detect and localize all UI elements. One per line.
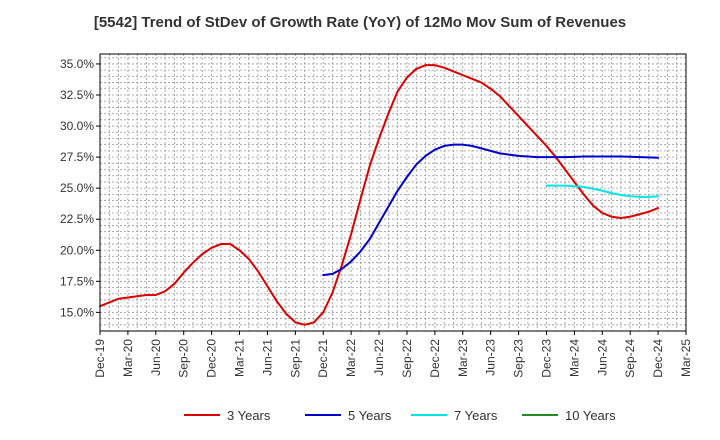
- chart-title: [5542] Trend of StDev of Growth Rate (Yo…: [93, 14, 627, 31]
- y-tick-label: 27.5%: [60, 150, 94, 164]
- legend-label: 10 Years: [565, 408, 616, 423]
- x-tick-label: Mar-20: [121, 339, 135, 377]
- y-tick-label: 17.5%: [60, 274, 94, 288]
- x-tick-label: Dec-24: [651, 339, 665, 378]
- x-tick-label: Mar-23: [456, 339, 470, 377]
- x-tick-label: Mar-24: [567, 339, 581, 377]
- series-lines: [99, 64, 660, 326]
- legend-label: 7 Years: [454, 408, 498, 423]
- x-tick-label: Dec-19: [93, 339, 107, 378]
- x-tick-label: Sep-20: [177, 339, 191, 378]
- plot-frame: [99, 53, 687, 332]
- grid: [100, 54, 686, 331]
- y-tick-label: 30.0%: [60, 119, 94, 133]
- x-axis-ticks: Dec-19 Mar-20 Jun-20 Sep-20 Dec-20 Mar-21 Jun-…: [93, 331, 693, 378]
- series-line-5-years: [322, 143, 660, 277]
- x-tick-label: Jun-23: [484, 339, 498, 376]
- y-axis-ticks: 15.0% 17.5% 20.0% 22.5% 25.0% 27.5% 30.0% 32.5%…: [60, 57, 100, 319]
- x-tick-label: Dec-22: [428, 339, 442, 378]
- y-tick-label: 32.5%: [60, 88, 94, 102]
- series-line-3-years: [99, 64, 660, 326]
- x-tick-label: Dec-23: [539, 339, 553, 378]
- legend-label: 5 Years: [348, 408, 392, 423]
- x-tick-label: Mar-22: [344, 339, 358, 377]
- x-tick-label: Sep-21: [288, 339, 302, 378]
- y-tick-label: 22.5%: [60, 212, 94, 226]
- x-tick-label: Dec-21: [316, 339, 330, 378]
- legend: 3 Years 5 Years 7 Years 10 Years: [184, 408, 616, 423]
- x-tick-label: Jun-24: [595, 339, 609, 376]
- x-tick-label: Jun-21: [260, 339, 274, 376]
- x-tick-label: Jun-20: [149, 339, 163, 376]
- x-tick-label: Sep-24: [623, 339, 637, 378]
- legend-label: 3 Years: [227, 408, 271, 423]
- x-tick-label: Jun-22: [372, 339, 386, 376]
- x-tick-label: Mar-25: [679, 339, 693, 377]
- x-tick-label: Dec-20: [205, 339, 219, 378]
- y-tick-label: 25.0%: [60, 181, 94, 195]
- y-tick-label: 35.0%: [60, 57, 94, 71]
- y-tick-label: 20.0%: [60, 243, 94, 257]
- series-line-7-years: [545, 184, 660, 198]
- y-tick-label: 15.0%: [60, 305, 94, 319]
- x-tick-label: Mar-21: [233, 339, 247, 377]
- x-tick-label: Sep-22: [400, 339, 414, 378]
- x-tick-label: Sep-23: [512, 339, 526, 378]
